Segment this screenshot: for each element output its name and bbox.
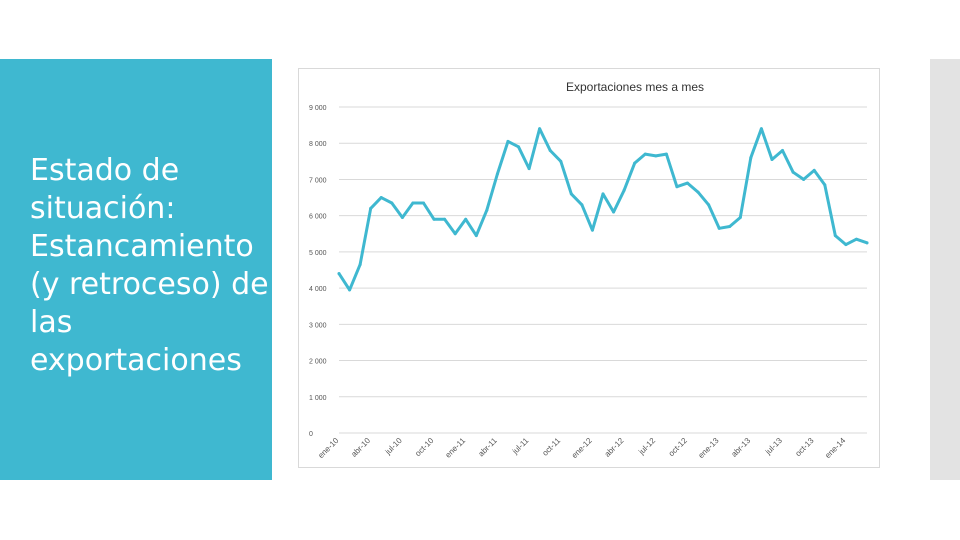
x-tick-label: ene-11 <box>444 436 468 460</box>
data-point <box>590 228 594 232</box>
data-point <box>517 145 521 149</box>
gridlines <box>339 106 867 434</box>
data-point <box>506 139 510 143</box>
x-tick-label: jul-11 <box>510 436 531 457</box>
data-point <box>696 190 700 194</box>
data-point <box>633 161 637 165</box>
data-point <box>464 217 468 221</box>
y-tick-label: 1 000 <box>309 395 327 402</box>
x-tick-label: abr-11 <box>477 436 500 459</box>
data-point <box>337 272 341 276</box>
x-tick-label: abr-13 <box>730 436 753 459</box>
data-point <box>453 232 457 236</box>
line-chart: Exportaciones mes a mes 0 1 000 2 000 3 000… <box>309 80 869 460</box>
data-point <box>474 234 478 238</box>
y-tick-label: 4 000 <box>309 286 327 293</box>
data-point <box>348 288 352 292</box>
data-point <box>865 241 869 245</box>
x-tick-label: abr-12 <box>603 436 626 459</box>
title-panel <box>0 59 272 480</box>
data-point <box>369 206 373 210</box>
data-point <box>833 234 837 238</box>
data-point <box>548 148 552 152</box>
data-point <box>675 185 679 189</box>
y-tick-label: 5 000 <box>309 250 327 257</box>
y-tick-label: 2 000 <box>309 359 327 366</box>
x-tick-label: ene-10 <box>316 436 340 460</box>
data-point <box>812 168 816 172</box>
data-point <box>527 167 531 171</box>
series-layer <box>337 127 869 292</box>
data-point <box>411 201 415 205</box>
data-point <box>759 127 763 131</box>
data-point <box>622 188 626 192</box>
data-point <box>538 127 542 131</box>
data-point <box>791 170 795 174</box>
x-tick-label: ene-12 <box>570 436 594 460</box>
data-point <box>485 208 489 212</box>
data-point <box>421 201 425 205</box>
data-point <box>738 215 742 219</box>
x-tick-label: ene-13 <box>697 436 721 460</box>
chart-title: Exportaciones mes a mes <box>566 80 704 94</box>
data-point <box>664 152 668 156</box>
slide-title: Estado de situación: Estancamiento (y re… <box>30 153 269 378</box>
data-point <box>823 183 827 187</box>
y-tick-label: 8 000 <box>309 141 327 148</box>
side-strip <box>930 59 960 480</box>
chart-container: Exportaciones mes a mes 0 1 000 2 000 3 000… <box>298 68 880 468</box>
x-tick-label: oct-12 <box>667 436 689 458</box>
data-point <box>495 172 499 176</box>
y-tick-label: 6 000 <box>309 214 327 221</box>
y-tick-label: 0 <box>309 431 313 438</box>
data-point <box>569 192 573 196</box>
data-point <box>707 203 711 207</box>
x-tick-label: abr-10 <box>349 436 372 459</box>
data-point <box>802 177 806 181</box>
data-point <box>854 237 858 241</box>
x-tick-label: ene-14 <box>823 436 847 460</box>
series-line <box>337 127 869 292</box>
x-tick-label: oct-10 <box>413 436 435 458</box>
data-point <box>601 192 605 196</box>
data-point <box>432 217 436 221</box>
data-point <box>390 201 394 205</box>
data-point <box>844 243 848 247</box>
data-point <box>379 196 383 200</box>
data-point <box>654 154 658 158</box>
data-point <box>717 226 721 230</box>
y-tick-label: 3 000 <box>309 322 327 329</box>
x-tick-label: jul-12 <box>636 436 657 457</box>
y-tick-label: 7 000 <box>309 177 327 184</box>
y-axis-ticks: 0 1 000 2 000 3 000 4 000 5 000 6 000 7 000 8 00… <box>309 105 327 438</box>
data-point <box>443 217 447 221</box>
data-point <box>400 215 404 219</box>
x-tick-label: oct-13 <box>794 436 816 458</box>
data-point <box>770 158 774 162</box>
data-point <box>728 225 732 229</box>
data-point <box>612 210 616 214</box>
data-point <box>643 152 647 156</box>
data-point <box>685 181 689 185</box>
x-tick-label: jul-10 <box>383 436 404 457</box>
y-tick-label: 9 000 <box>309 105 327 112</box>
x-tick-label: jul-13 <box>763 436 784 457</box>
data-point <box>358 263 362 267</box>
data-point <box>749 156 753 160</box>
data-point <box>580 203 584 207</box>
data-point <box>559 159 563 163</box>
data-point <box>781 148 785 152</box>
x-tick-label: oct-11 <box>541 436 563 458</box>
x-axis-ticks: ene-10 abr-10 jul-10 oct-10 ene-11 abr-11 jul-… <box>316 436 847 460</box>
